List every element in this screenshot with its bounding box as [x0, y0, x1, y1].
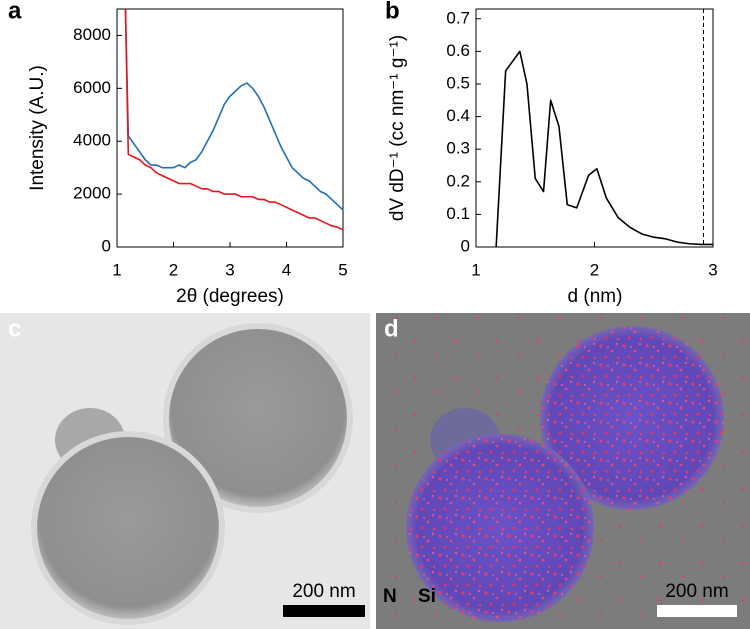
- x-tick-label: 2: [590, 260, 599, 279]
- x-tick-label: 1: [471, 260, 480, 279]
- x-axis-label: 2θ (degrees): [176, 286, 284, 307]
- y-tick-label: 4000: [73, 131, 111, 150]
- y-tick-label: 0.2: [446, 171, 470, 190]
- y-tick-label: 0: [461, 236, 470, 255]
- y-tick-label: 0.1: [446, 204, 470, 223]
- x-tick-label: 4: [282, 260, 291, 279]
- x-tick-label: 5: [338, 260, 347, 279]
- plot-frame: [116, 8, 344, 248]
- panel-label: c: [8, 315, 21, 342]
- plot-frame: [475, 8, 714, 248]
- data-line: [124, 8, 344, 211]
- y-tick-label: 0: [102, 236, 111, 255]
- y-tick-label: 0.5: [446, 73, 470, 92]
- x-tick-label: 3: [708, 260, 717, 279]
- panel-d-image: [376, 313, 750, 629]
- scale-bar-label: 200 nm: [292, 581, 355, 602]
- scale-bar: [657, 605, 737, 617]
- panel-label: d: [384, 315, 399, 342]
- y-tick-label: 0.4: [446, 106, 470, 125]
- panel-label: a: [8, 0, 22, 24]
- element-label: Si: [418, 586, 436, 607]
- y-axis-label: Intensity (A.U.): [27, 65, 48, 191]
- y-tick-label: 0.6: [446, 41, 470, 60]
- y-tick-label: 0.7: [446, 8, 470, 27]
- scale-bar: [283, 605, 365, 617]
- data-line: [495, 50, 713, 248]
- x-tick-label: 3: [225, 260, 234, 279]
- data-line: [124, 8, 344, 231]
- scale-bar-label: 200 nm: [665, 581, 728, 602]
- panel-label: b: [385, 0, 400, 24]
- element-label: N: [383, 586, 397, 607]
- x-tick-label: 1: [112, 260, 121, 279]
- y-tick-label: 8000: [73, 25, 111, 44]
- y-tick-label: 6000: [73, 78, 111, 97]
- y-tick-label: 0.3: [446, 139, 470, 158]
- panel-c-image: [0, 313, 370, 629]
- y-axis-label: dV dD⁻¹ (cc nm⁻¹ g⁻¹): [387, 35, 408, 221]
- y-tick-label: 2000: [73, 184, 111, 203]
- x-axis-label: d (nm): [568, 286, 623, 307]
- x-tick-label: 2: [169, 260, 178, 279]
